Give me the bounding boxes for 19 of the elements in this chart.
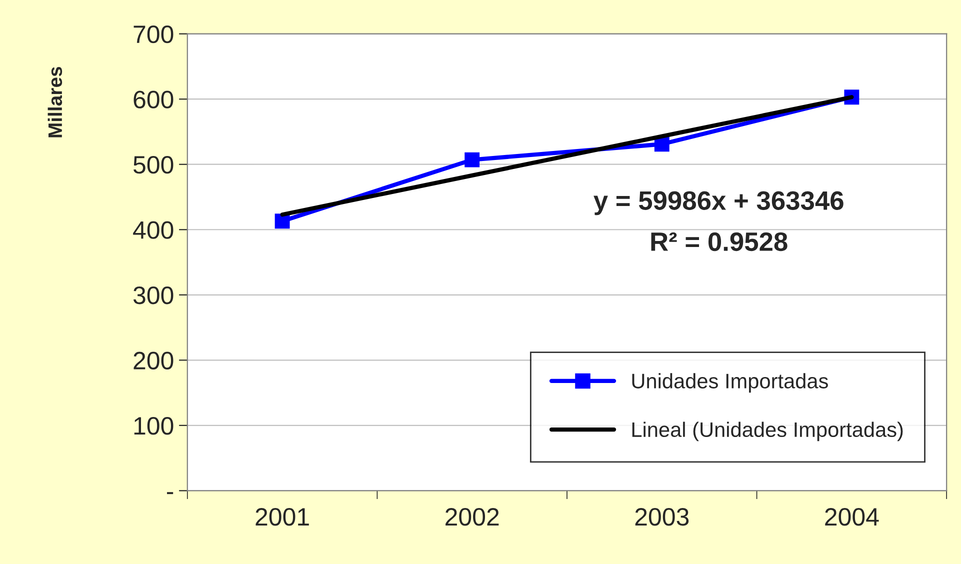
y-tick-label: 600 [134,90,174,108]
legend-label: Unidades Importadas [632,373,828,393]
x-tick-label: 2002 [446,508,499,526]
y-tick-label: 300 [133,286,174,304]
y-tick-label: 200 [134,352,174,370]
y-tick-label: 700 [134,25,174,44]
x-tick-label: 2003 [635,508,689,526]
x-tick-label: 2004 [825,508,879,526]
point [274,214,290,229]
y-tick-label: 500 [133,156,174,174]
annotation: y = 59986x + 363346 [594,191,844,216]
y-tick-label: 400 [133,221,174,239]
annotation: R² = 0.9528 [651,232,788,252]
y-axis-title: Millares [48,66,62,138]
x-tick-label: 2001 [256,508,309,526]
y-tick-label: 100 [134,417,174,435]
point [464,152,480,168]
legend-label: Lineal (Unidades Importadas) [632,422,903,442]
y-tick-label: - [166,492,174,494]
